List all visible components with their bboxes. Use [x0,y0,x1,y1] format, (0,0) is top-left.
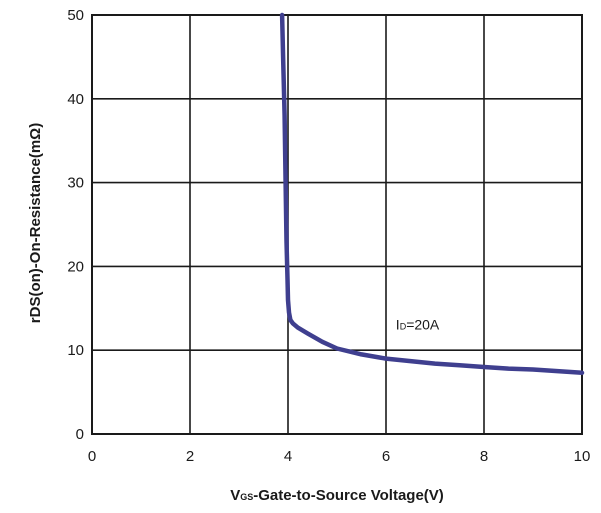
y-tick-label: 10 [67,342,84,359]
annotation-main: I [396,316,400,332]
grid [91,14,583,435]
x-tick-labels: 0 2 4 6 8 10 [88,448,591,465]
y-tick-label: 20 [67,258,84,275]
x-axis-label: VGS-Gate-to-Source Voltage(V) [230,487,444,504]
plot-border [91,14,583,435]
series-layer [279,12,585,376]
x-axis-label-rest: -Gate-to-Source Voltage(V) [253,487,444,504]
x-axis-label-main: V [230,487,240,504]
y-tick-label: 40 [67,91,84,108]
annotation-label: ID=20A [396,316,440,332]
x-tick-label: 8 [480,448,488,465]
y-tick-labels: 0 10 20 30 40 50 [67,7,84,443]
y-tick-label: 50 [67,7,84,24]
plot-frame [91,14,583,435]
y-axis-label: rDS(on)-On-Resistance(mΩ) [27,123,44,323]
y-tick-label: 30 [67,175,84,192]
x-tick-label: 4 [284,448,292,465]
x-tick-label: 2 [186,448,194,465]
x-tick-label: 0 [88,448,96,465]
annotation-sub: D [400,321,407,331]
annotations: ID=20A [396,316,440,332]
x-tick-label: 6 [382,448,390,465]
x-axis-label-sub: GS [240,492,253,502]
y-tick-label: 0 [76,426,84,443]
series-line [279,12,585,376]
annotation-rest: =20A [406,316,440,332]
x-tick-label: 10 [574,448,591,465]
